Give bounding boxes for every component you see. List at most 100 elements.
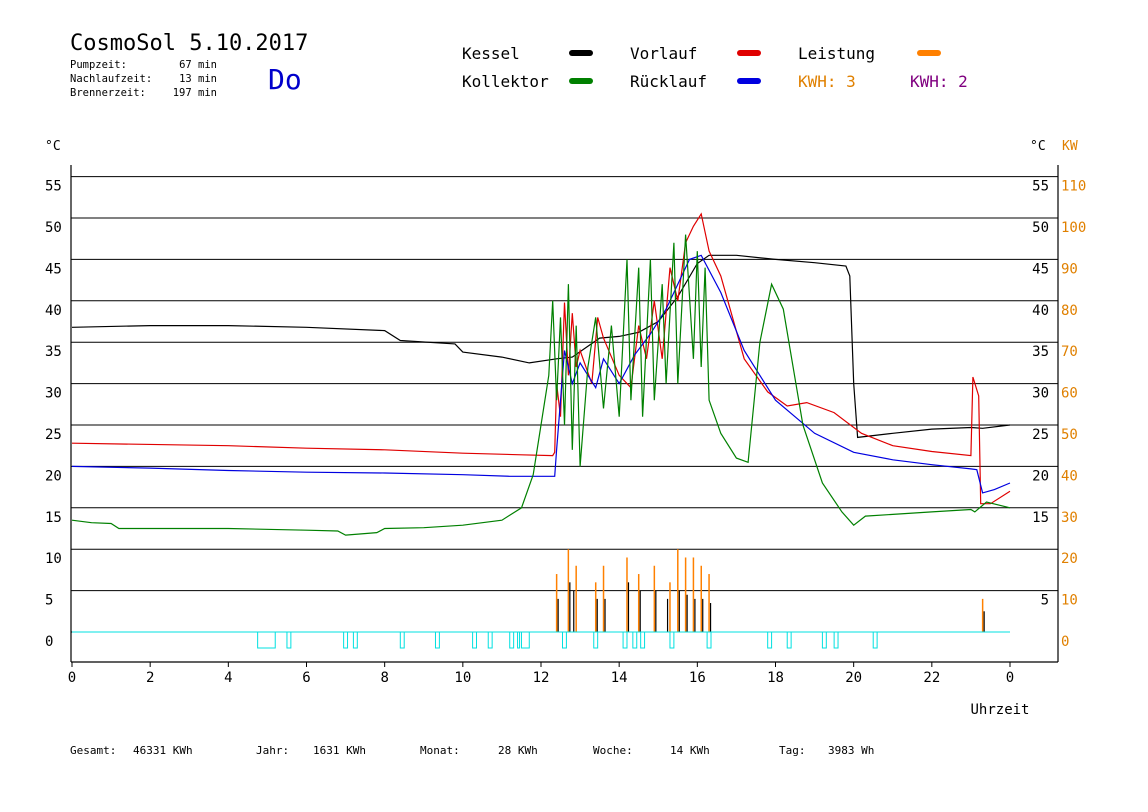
footer-value: 1631 KWh <box>313 744 366 757</box>
y-tick-kw: 60 <box>1061 386 1078 402</box>
footer-value: 28 KWh <box>498 744 538 757</box>
axes: °C °C KW0510152025303540455055515202530354… <box>45 139 1086 718</box>
stats-block: Pumpzeit: 67 min Nachlaufzeit: 13 min Brenne… <box>70 59 217 99</box>
footer-totals: Gesamt: 46331 KWh Jahr: 1631 KWh Monat: 28 KW… <box>70 744 874 757</box>
legend: Kessel Vorlauf Leistung Kollektor Rücklauf KW… <box>462 44 968 91</box>
y-tick-left: 0 <box>45 634 53 650</box>
x-tick-label: 8 <box>380 670 388 686</box>
y-tick-left: 15 <box>45 510 62 526</box>
status-flag <box>640 631 646 649</box>
status-flag <box>257 631 276 649</box>
left-axis-unit: °C <box>45 139 61 154</box>
footer-label: Gesamt: <box>70 744 116 757</box>
y-tick-right: 50 <box>1032 220 1049 236</box>
series-line-kollektor <box>71 234 1011 536</box>
legend-label: Leistung <box>798 44 875 63</box>
legend-label: Kollektor <box>462 72 549 91</box>
status-flag <box>669 631 675 649</box>
y-tick-left: 40 <box>45 303 62 319</box>
footer-value: 3983 Wh <box>828 744 874 757</box>
y-tick-kw: 80 <box>1061 303 1078 319</box>
y-tick-kw: 10 <box>1061 593 1078 609</box>
series-lines <box>71 212 1011 536</box>
x-tick-label: 4 <box>224 670 232 686</box>
stat-label: Nachlaufzeit: <box>70 73 152 85</box>
y-tick-left: 10 <box>45 551 62 567</box>
status-flag <box>821 631 827 649</box>
y-tick-kw: 40 <box>1061 468 1078 484</box>
series-line-kessel <box>71 254 1011 439</box>
x-tick-label: 14 <box>611 670 628 686</box>
stat-value: 197 min <box>173 87 217 99</box>
y-tick-right: 5 <box>1041 593 1049 609</box>
y-tick-left: 45 <box>45 261 62 277</box>
weekday-label: Do <box>268 63 302 96</box>
y-tick-left: 50 <box>45 220 62 236</box>
y-tick-kw: 100 <box>1061 220 1086 236</box>
status-flag <box>399 631 405 649</box>
y-tick-right: 40 <box>1032 303 1049 319</box>
status-flag <box>352 631 358 649</box>
status-flag <box>434 631 440 649</box>
y-tick-kw: 70 <box>1061 344 1078 360</box>
y-tick-right: 30 <box>1032 386 1049 402</box>
kw-axis-unit: KW <box>1062 139 1078 154</box>
y-tick-right: 35 <box>1032 344 1049 360</box>
y-tick-kw: 110 <box>1061 179 1086 195</box>
stat-value: 13 min <box>179 73 217 85</box>
y-tick-right: 25 <box>1032 427 1049 443</box>
x-tick-label: 0 <box>68 670 76 686</box>
y-tick-kw: 30 <box>1061 510 1078 526</box>
x-tick-label: 16 <box>689 670 706 686</box>
x-tick-label: 2 <box>146 670 154 686</box>
status-flag <box>706 631 712 649</box>
legend-label: Vorlauf <box>630 44 697 63</box>
status-flags <box>72 631 1010 649</box>
stat-label: Brennerzeit: <box>70 87 146 99</box>
right-axis-unit: °C <box>1030 139 1046 154</box>
status-flag <box>343 631 349 649</box>
stat-value: 67 min <box>179 59 217 71</box>
x-tick-label: 22 <box>923 670 940 686</box>
kwh-label: KWH: 2 <box>910 72 968 91</box>
status-flag <box>593 631 599 649</box>
y-tick-left: 35 <box>45 344 62 360</box>
y-tick-left: 20 <box>45 468 62 484</box>
status-flag <box>561 631 567 649</box>
footer-value: 14 KWh <box>670 744 710 757</box>
status-flag <box>520 631 530 649</box>
status-flag <box>632 631 638 649</box>
legend-label: Kessel <box>462 44 520 63</box>
footer-label: Tag: <box>779 744 806 757</box>
stat-label: Pumpzeit: <box>70 59 127 71</box>
status-flag <box>509 631 515 649</box>
y-tick-kw: 50 <box>1061 427 1078 443</box>
power-bars <box>555 549 985 632</box>
status-flag <box>472 631 478 649</box>
status-flag <box>622 631 628 649</box>
status-flag <box>872 631 878 649</box>
x-tick-label: 20 <box>845 670 862 686</box>
x-tick-label: 10 <box>454 670 471 686</box>
series-line-ruecklauf <box>71 254 1011 494</box>
y-tick-right: 45 <box>1032 261 1049 277</box>
status-flag <box>487 631 493 649</box>
x-axis-title: Uhrzeit <box>970 702 1029 718</box>
y-tick-right: 55 <box>1032 179 1049 195</box>
y-tick-left: 5 <box>45 593 53 609</box>
status-flag <box>786 631 792 649</box>
status-flag <box>517 631 521 649</box>
y-tick-left: 25 <box>45 427 62 443</box>
status-flag <box>286 631 292 649</box>
y-tick-right: 20 <box>1032 468 1049 484</box>
status-flag <box>833 631 839 649</box>
kwh-label: KWH: 3 <box>798 72 856 91</box>
y-tick-left: 30 <box>45 386 62 402</box>
footer-label: Jahr: <box>256 744 289 757</box>
x-tick-label: 18 <box>767 670 784 686</box>
footer-value: 46331 KWh <box>133 744 193 757</box>
x-tick-label: 6 <box>302 670 310 686</box>
y-tick-left: 55 <box>45 179 62 195</box>
y-tick-kw: 20 <box>1061 551 1078 567</box>
